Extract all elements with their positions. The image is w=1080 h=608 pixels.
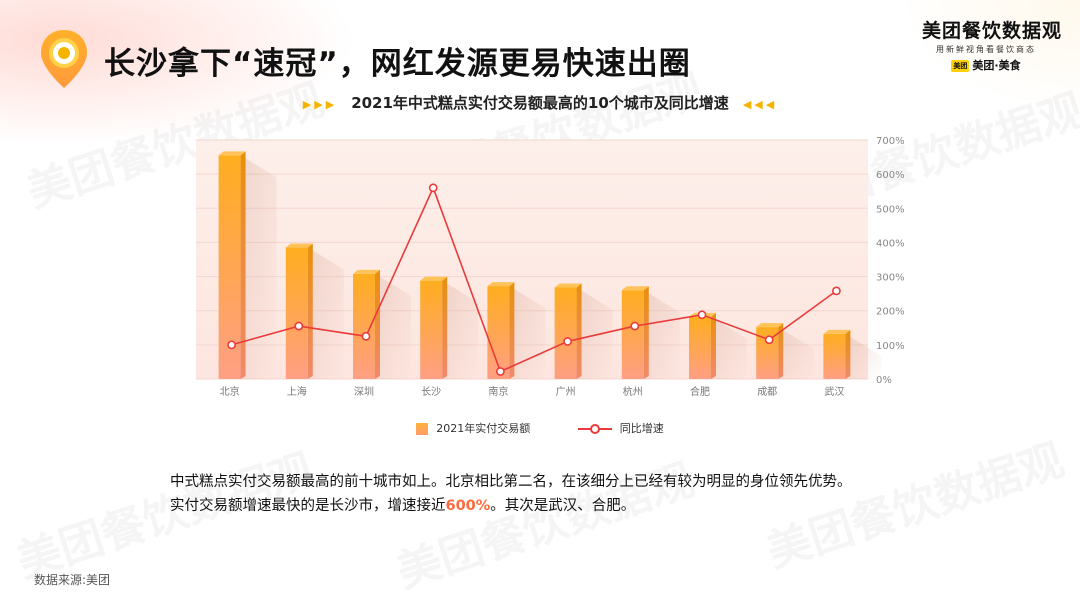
summary-line-2-after: 。其次是武汉、合肥。 (490, 498, 636, 514)
bar (285, 247, 308, 379)
growth-point (764, 335, 774, 345)
title-arrows-right-icon: ◀◀◀ (742, 98, 778, 111)
bar-top (353, 269, 380, 274)
bar (621, 290, 644, 379)
bar (218, 155, 241, 379)
x-tick-label: 南京 (488, 385, 508, 398)
x-tick-label: 合肥 (690, 385, 710, 398)
bar-top (420, 276, 448, 281)
y-tick-label: 700% (876, 136, 905, 147)
x-tick-label: 北京 (220, 385, 240, 398)
location-pin-icon (41, 30, 87, 88)
y-tick-label: 500% (876, 204, 905, 215)
y-tick-label: 100% (876, 341, 905, 352)
bar-top (487, 282, 515, 287)
legend-bar-label: 2021年实付交易额 (436, 422, 531, 435)
bar-shadow (240, 155, 277, 379)
bar (487, 286, 510, 379)
summary-line-1: 中式糕点实付交易额最高的前十城市如上。北京相比第二名，在该细分上已经有较为明显的… (170, 474, 852, 490)
chart-title-row: ▶▶▶ 2021年中式糕点实付交易额最高的10个城市及同比增速 ◀◀◀ (0, 92, 1080, 113)
logo-sub-text: 美团·美食 (972, 59, 1021, 72)
growth-point (428, 183, 438, 193)
y-tick-label: 300% (876, 273, 905, 284)
growth-point (361, 331, 371, 341)
bar (554, 287, 577, 379)
bar-shadow (643, 290, 680, 379)
legend-item-line: 同比增速 (577, 420, 664, 436)
legend-line-label: 同比增速 (619, 422, 664, 435)
bar-shadow (845, 333, 882, 379)
chart-legend: 2021年实付交易额 同比增速 (0, 420, 1080, 436)
logo-badge: 美团 (951, 60, 970, 72)
chart-title: 2021年中式糕点实付交易额最高的10个城市及同比增速 (351, 94, 729, 112)
legend-item-bar: 2021年实付交易额 (416, 420, 530, 436)
x-tick-label: 杭州 (623, 385, 643, 398)
summary-line-2: 实付交易额增速最快的是长沙市，增速接近600%。其次是武汉、合肥。 (170, 494, 970, 518)
bar-side (576, 283, 582, 379)
y-tick-label: 200% (876, 307, 905, 318)
summary-highlight: 600% (445, 498, 491, 514)
bar (420, 280, 443, 379)
bar-side (509, 282, 515, 379)
growth-point (294, 321, 304, 331)
logo-slogan: 用新鲜视角看餐饮商态 (936, 45, 1036, 54)
bar (353, 273, 375, 379)
bar (689, 316, 711, 379)
bar-top (218, 151, 246, 156)
x-tick-label: 长沙 (421, 386, 441, 398)
bar-top (823, 329, 851, 334)
bar-shadow (711, 316, 747, 379)
bar-side (307, 243, 313, 379)
y-tick-label: 0% (876, 375, 892, 386)
brand-logo: 美团餐饮数据观 用新鲜视角看餐饮商态 美团 美团·美食 (922, 16, 1063, 73)
bar-side (778, 323, 784, 379)
bar-top (285, 243, 313, 248)
growth-line (231, 185, 837, 373)
legend-line-swatch (577, 424, 612, 434)
growth-point (227, 340, 236, 350)
data-source: 数据来源:美团 (34, 573, 111, 587)
y-tick-label: 400% (876, 238, 905, 249)
bar-side (845, 329, 851, 379)
y-tick-label: 600% (876, 170, 905, 181)
bar-top (621, 286, 649, 291)
bar-shadow (375, 273, 411, 379)
bar-side (442, 276, 448, 379)
logo-main-text: 美团餐饮数据观 (922, 20, 1063, 42)
growth-point (697, 310, 707, 320)
bar-side (240, 151, 246, 379)
bar-shadow (576, 287, 613, 379)
growth-point (630, 321, 640, 331)
summary-line-2-before: 实付交易额增速最快的是长沙市，增速接近 (170, 498, 446, 514)
bar-side (643, 286, 649, 379)
x-tick-label: 广州 (556, 386, 576, 398)
growth-point (563, 337, 572, 346)
bar-shadow (442, 280, 479, 379)
title-arrows-left-icon: ▶▶▶ (302, 98, 338, 111)
bar-shadow (307, 247, 344, 379)
x-tick-label: 武汉 (824, 385, 844, 398)
bar-top (554, 283, 582, 288)
bar-side (375, 269, 380, 379)
bar (823, 333, 846, 379)
x-tick-label: 成都 (757, 386, 777, 398)
legend-bar-swatch (416, 423, 429, 435)
page-title: 长沙拿下“速冠”，网红发源更易快速出圈 (104, 46, 691, 82)
summary-text: 中式糕点实付交易额最高的前十城市如上。北京相比第二名，在该细分上已经有较为明显的… (170, 470, 970, 518)
x-tick-label: 深圳 (354, 386, 374, 398)
bar-shadow (778, 327, 815, 379)
x-tick-label: 上海 (287, 385, 307, 398)
bar-top (756, 323, 784, 328)
bar-side (711, 312, 716, 379)
growth-point (832, 286, 841, 296)
logo-sub-brand: 美团 美团·美食 (922, 57, 1050, 73)
growth-point (495, 367, 505, 376)
